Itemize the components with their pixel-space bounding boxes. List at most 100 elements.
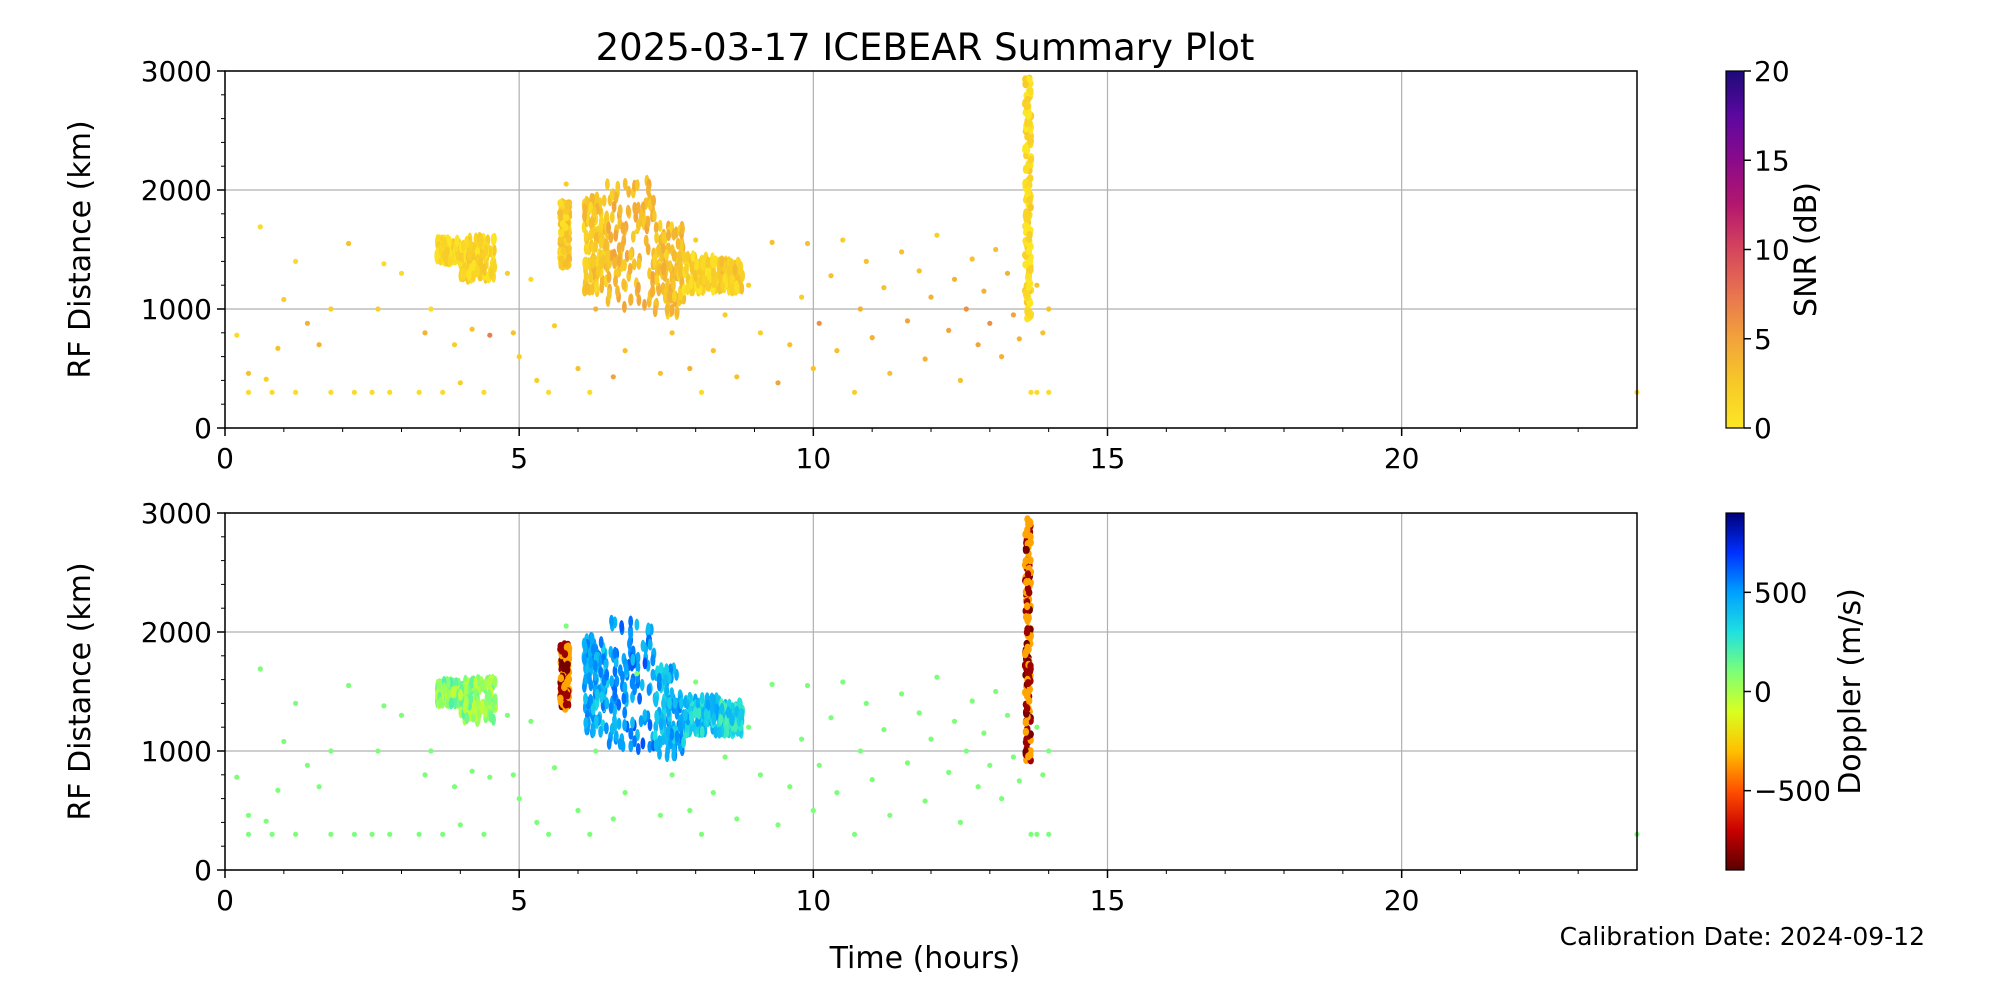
- data-point: [440, 831, 446, 837]
- data-point: [969, 698, 975, 704]
- cluster-point: [593, 660, 598, 672]
- data-point: [328, 831, 334, 837]
- data-point: [993, 688, 999, 695]
- cluster-point: [639, 678, 645, 691]
- cluster-point: [486, 689, 492, 702]
- cluster-point: [594, 191, 600, 204]
- cluster-point: [739, 282, 745, 295]
- data-point: [975, 342, 981, 348]
- cluster-point: [645, 243, 651, 256]
- cluster-point: [454, 234, 460, 247]
- cluster-point: [1025, 247, 1033, 256]
- colorbar-label: Doppler (m/s): [1833, 588, 1868, 795]
- data-point: [304, 762, 310, 768]
- data-point: [387, 389, 393, 395]
- data-point: [922, 356, 928, 362]
- cluster-point: [604, 697, 610, 710]
- cluster-point: [1025, 109, 1033, 118]
- cluster-point: [636, 281, 641, 294]
- cluster-point: [1023, 102, 1030, 111]
- echo-cluster: [652, 662, 686, 763]
- cluster-point: [458, 250, 464, 263]
- cluster-point: [582, 210, 587, 222]
- cluster-point: [711, 276, 717, 288]
- data-point: [1046, 389, 1052, 395]
- cluster-point: [640, 737, 646, 750]
- data-point: [857, 306, 864, 312]
- cluster-point: [738, 708, 743, 721]
- cluster-point: [438, 696, 443, 709]
- data-point: [316, 784, 322, 790]
- data-point: [346, 682, 352, 689]
- cluster-point: [717, 726, 722, 739]
- cluster-point: [1022, 222, 1030, 231]
- cluster-point: [606, 271, 612, 283]
- cluster-point: [649, 285, 655, 298]
- data-point: [257, 224, 263, 230]
- cluster-point: [622, 706, 628, 719]
- cluster-point: [594, 281, 599, 293]
- data-point: [957, 377, 964, 383]
- data-point: [351, 389, 357, 395]
- cluster-point: [588, 217, 594, 230]
- data-point: [881, 727, 887, 733]
- cluster-point: [560, 247, 567, 256]
- cluster-point: [725, 706, 731, 719]
- cluster-point: [628, 627, 633, 640]
- cluster-point: [689, 262, 695, 275]
- data-point: [916, 710, 922, 716]
- cluster-point: [667, 290, 672, 303]
- colorbar-tick-label: 15: [1754, 144, 1790, 177]
- cluster-point: [1026, 195, 1033, 204]
- cluster-point: [671, 249, 677, 262]
- cluster-point: [442, 236, 447, 249]
- cluster-point: [557, 674, 565, 683]
- data-point: [834, 790, 840, 796]
- cluster-point: [669, 687, 675, 700]
- cluster-point: [645, 215, 651, 228]
- cluster-point: [606, 288, 612, 301]
- data-point: [757, 330, 764, 336]
- cluster-point: [672, 290, 677, 303]
- cluster-point: [709, 255, 715, 268]
- cluster-point: [636, 294, 642, 306]
- cluster-point: [619, 620, 624, 633]
- data-point: [828, 273, 834, 279]
- cluster-point: [616, 698, 622, 711]
- data-point: [734, 816, 740, 822]
- data-point: [1034, 831, 1040, 837]
- cluster-point: [628, 740, 634, 753]
- data-point: [951, 276, 958, 282]
- cluster-point: [616, 717, 622, 730]
- data-point: [398, 712, 405, 718]
- cluster-point: [606, 221, 611, 234]
- cluster-point: [621, 278, 627, 291]
- cluster-point: [605, 178, 610, 191]
- cluster-point: [653, 221, 659, 234]
- data-point: [746, 282, 752, 288]
- data-point: [281, 296, 287, 303]
- cluster-point: [694, 258, 700, 271]
- cluster-point: [598, 216, 604, 229]
- data-point: [469, 326, 475, 332]
- cluster-point: [608, 231, 614, 244]
- cluster-point: [664, 663, 669, 676]
- cluster-point: [1022, 260, 1029, 269]
- data-point: [1040, 772, 1046, 778]
- cluster-point: [604, 722, 609, 735]
- data-point: [804, 682, 811, 689]
- data-point: [804, 240, 811, 247]
- cluster-point: [718, 713, 724, 725]
- data-point: [1010, 754, 1017, 760]
- cluster-point: [652, 305, 658, 318]
- cluster-point: [466, 268, 472, 281]
- cluster-point: [558, 229, 565, 238]
- cluster-point: [1023, 578, 1030, 587]
- data-point: [387, 831, 393, 837]
- cluster-point: [612, 689, 618, 702]
- cluster-point: [613, 229, 619, 242]
- cluster-point: [729, 284, 735, 296]
- cluster-point: [1022, 211, 1030, 220]
- cluster-point: [475, 696, 481, 709]
- cluster-point: [675, 237, 681, 250]
